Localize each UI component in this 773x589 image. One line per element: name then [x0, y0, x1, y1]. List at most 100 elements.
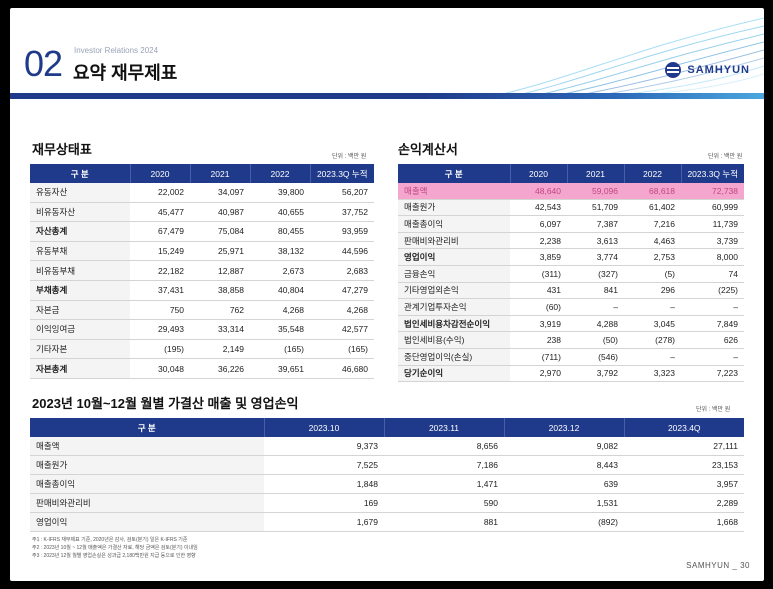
table-row: 기타자본 (195) 2,149 (165) (165): [30, 339, 374, 360]
cell-value: –: [624, 348, 681, 366]
table-row: 매출총이익 1,848 1,471 639 3,957: [30, 474, 744, 494]
column-header: 2023.4Q: [624, 418, 744, 437]
header-subtitle: Investor Relations 2024: [74, 46, 159, 55]
cell-value: (892): [504, 512, 624, 532]
table-row: 자산총계 67,479 75,084 80,455 93,959: [30, 221, 374, 242]
row-label: 영업이익: [398, 248, 510, 266]
row-label: 비유동부채: [30, 260, 130, 281]
cell-value: 37,431: [130, 280, 190, 301]
row-label: 법인세비용(수익): [398, 331, 510, 349]
cell-value: –: [567, 298, 624, 316]
cell-value: –: [681, 298, 744, 316]
logo-text: SAMHYUN: [687, 64, 750, 76]
footer-brand: SAMHYUN _: [686, 561, 738, 570]
footnotes: 주1 : K-IFRS 재무제표 기준, 2020년은 감사, 검토(분기) 일…: [32, 536, 198, 560]
column-header: 2023.10: [264, 418, 385, 437]
cell-value: 39,800: [250, 183, 310, 203]
cell-value: 47,279: [310, 280, 374, 301]
cell-value: 3,739: [681, 232, 744, 250]
monthly-title: 2023년 10월~12월 월별 가결산 매출 및 영업손익: [32, 396, 299, 411]
row-label: 매출액: [30, 437, 264, 456]
cell-value: 762: [190, 300, 250, 321]
cell-value: 6,097: [510, 215, 567, 233]
column-header: 2023.12: [504, 418, 625, 437]
cell-value: 42,543: [510, 199, 567, 217]
cell-value: 431: [510, 282, 567, 300]
cell-value: 7,223: [681, 365, 744, 383]
row-label: 판매비와관리비: [398, 232, 510, 250]
cell-value: 68,618: [624, 183, 681, 200]
cell-value: 3,774: [567, 248, 624, 266]
cell-value: 46,680: [310, 358, 374, 379]
row-label: 이익잉여금: [30, 319, 130, 340]
column-header: 2020: [510, 164, 568, 183]
column-header-label: 구 분: [30, 418, 265, 437]
row-label: 유동자산: [30, 183, 130, 203]
cell-value: 2,289: [624, 493, 744, 513]
cell-value: 296: [624, 282, 681, 300]
table-row: 판매비와관리비 2,238 3,613 4,463 3,739: [398, 232, 744, 250]
row-label: 중단영업이익(손실): [398, 348, 510, 366]
row-label: 매출총이익: [398, 215, 510, 233]
cell-value: (225): [681, 282, 744, 300]
table-row: 관계기업투자손익 (60) – – –: [398, 298, 744, 316]
table-row: 금융손익 (311) (327) (5) 74: [398, 265, 744, 283]
row-label: 자본총계: [30, 358, 130, 379]
cell-value: (60): [510, 298, 567, 316]
cell-value: 9,373: [264, 437, 384, 456]
cell-value: 40,655: [250, 202, 310, 223]
cell-value: 59,096: [567, 183, 624, 200]
cell-value: 9,082: [504, 437, 624, 456]
cell-value: 80,455: [250, 221, 310, 242]
table-row: 부채총계 37,431 38,858 40,804 47,279: [30, 280, 374, 301]
cell-value: 4,268: [250, 300, 310, 321]
row-label: 자본금: [30, 300, 130, 321]
cell-value: 45,477: [130, 202, 190, 223]
column-header: 2020: [130, 164, 191, 183]
cell-value: 2,970: [510, 365, 567, 383]
cell-value: 12,887: [190, 260, 250, 281]
table-row: 자본금 750 762 4,268 4,268: [30, 300, 374, 321]
logo-mark-icon: [665, 62, 682, 78]
cell-value: 51,709: [567, 199, 624, 217]
cell-value: 35,548: [250, 319, 310, 340]
row-label: 기타영업외손익: [398, 282, 510, 300]
cell-value: (50): [567, 331, 624, 349]
column-header: 2021: [567, 164, 625, 183]
cell-value: 881: [384, 512, 504, 532]
monthly-unit: 단위 : 백만 원: [696, 407, 731, 413]
table-header-row: 구 분 2020 2021 2022 2023.3Q 누적: [30, 164, 374, 183]
column-header-label: 구 분: [398, 164, 511, 183]
page-footer: SAMHYUN _ 30: [686, 561, 750, 570]
table-row: 기타영업외손익 431 841 296 (225): [398, 282, 744, 300]
cell-value: 626: [681, 331, 744, 349]
cell-value: 56,207: [310, 183, 374, 203]
cell-value: –: [624, 298, 681, 316]
cell-value: 15,249: [130, 241, 190, 262]
cell-value: 3,859: [510, 248, 567, 266]
row-label: 기타자본: [30, 339, 130, 360]
table-row: 법인세비용차감전순이익 3,919 4,288 3,045 7,849: [398, 315, 744, 333]
cell-value: 2,149: [190, 339, 250, 360]
column-header: 2022: [250, 164, 311, 183]
cell-value: 4,288: [567, 315, 624, 333]
cell-value: 29,493: [130, 319, 190, 340]
cell-value: 841: [567, 282, 624, 300]
table-row: 중단영업이익(손실) (711) (546) – –: [398, 348, 744, 366]
row-label: 매출총이익: [30, 474, 264, 494]
column-header: 2023.3Q 누적: [681, 164, 744, 183]
cell-value: 1,668: [624, 512, 744, 532]
balance-sheet-title: 재무상태표: [32, 142, 92, 157]
income-statement-table: 구 분 2020 2021 2022 2023.3Q 누적 매출액 48,640 59,09…: [398, 164, 744, 383]
row-label: 관계기업투자손익: [398, 298, 510, 316]
cell-value: 38,858: [190, 280, 250, 301]
cell-value: 37,752: [310, 202, 374, 223]
table-row: 유동부채 15,249 25,971 38,132 44,596: [30, 241, 374, 262]
row-label: 법인세비용차감전순이익: [398, 315, 510, 333]
table-row: 매출원가 7,525 7,186 8,443 23,153: [30, 455, 744, 475]
row-label: 금융손익: [398, 265, 510, 283]
column-header: 2022: [624, 164, 682, 183]
decorative-wave-graphic: [493, 17, 764, 97]
page-title: 요약 재무제표: [73, 63, 178, 83]
cell-value: (546): [567, 348, 624, 366]
